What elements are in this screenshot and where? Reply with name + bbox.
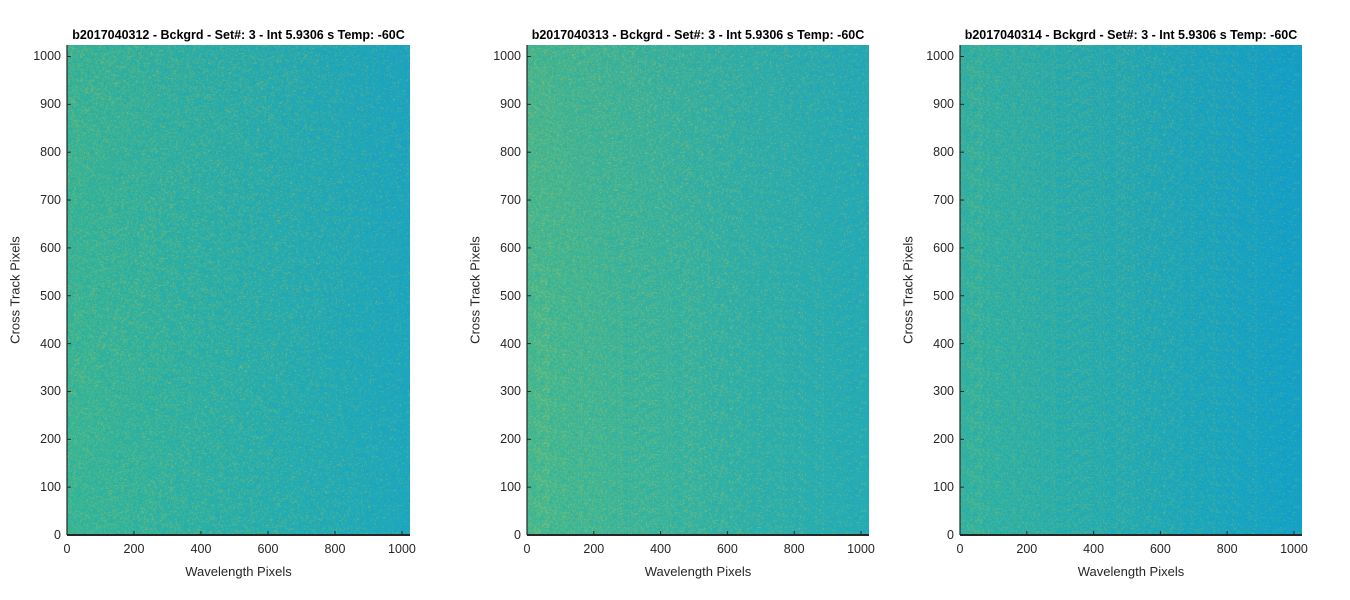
y-axis-label: Cross Track Pixels xyxy=(900,236,916,344)
y-tick-label: 100 xyxy=(933,480,954,495)
y-tick-label: 300 xyxy=(40,384,61,399)
y-tick-label: 1000 xyxy=(493,49,521,64)
y-tick-label: 1000 xyxy=(33,49,61,64)
x-tick-label: 600 xyxy=(1149,542,1171,556)
y-tick-label: 300 xyxy=(933,384,954,399)
y-axis-label: Cross Track Pixels xyxy=(467,236,483,344)
x-tick-label: 800 xyxy=(783,542,805,556)
chart-title: b2017040314 - Bckgrd - Set#: 3 - Int 5.9… xyxy=(964,28,1298,42)
y-tick-label: 200 xyxy=(40,432,61,447)
y-tick-label: 0 xyxy=(947,528,954,542)
chart-title: b2017040312 - Bckgrd - Set#: 3 - Int 5.9… xyxy=(72,28,405,42)
x-axis-label: Wavelength Pixels xyxy=(1077,564,1185,579)
y-tick-label: 500 xyxy=(500,288,521,303)
y-tick-label: 800 xyxy=(40,145,61,160)
y-tick-label: 400 xyxy=(40,336,61,351)
y-tick-label: 100 xyxy=(500,480,521,495)
y-tick-label: 700 xyxy=(500,193,521,208)
x-tick-label: 800 xyxy=(1216,542,1238,556)
y-tick-label: 500 xyxy=(40,288,61,303)
y-tick-label: 600 xyxy=(40,240,61,255)
x-tick-label: 200 xyxy=(123,542,145,556)
x-tick-label: 400 xyxy=(650,542,672,556)
y-tick-label: 900 xyxy=(500,97,521,112)
x-tick-label: 0 xyxy=(956,542,964,556)
x-axis-label: Wavelength Pixels xyxy=(644,564,752,579)
y-tick-label: 100 xyxy=(40,480,61,495)
x-tick-label: 200 xyxy=(583,542,605,556)
y-tick-label: 0 xyxy=(514,528,521,542)
y-tick-label: 400 xyxy=(500,336,521,351)
y-tick-label: 300 xyxy=(500,384,521,399)
y-tick-label: 600 xyxy=(933,240,954,255)
y-tick-label: 800 xyxy=(500,145,521,160)
y-tick-label: 700 xyxy=(40,193,61,208)
y-tick-label: 200 xyxy=(933,432,954,447)
axes xyxy=(959,45,1302,536)
x-tick-label: 600 xyxy=(257,542,279,556)
x-tick-label: 400 xyxy=(1083,542,1105,556)
x-tick-label: 200 xyxy=(1016,542,1038,556)
y-tick-label: 1000 xyxy=(926,49,954,64)
x-tick-label: 400 xyxy=(190,542,212,556)
heatmap-image xyxy=(960,45,1302,535)
axes xyxy=(66,45,410,536)
x-tick-label: 1000 xyxy=(847,542,875,556)
y-tick-label: 800 xyxy=(933,145,954,160)
heatmap-image xyxy=(67,45,410,535)
heatmap-image xyxy=(527,45,869,535)
axes xyxy=(526,45,869,536)
y-tick-label: 500 xyxy=(933,288,954,303)
y-tick-label: 600 xyxy=(500,240,521,255)
y-tick-label: 900 xyxy=(933,97,954,112)
y-tick-label: 900 xyxy=(40,97,61,112)
x-tick-label: 0 xyxy=(63,542,71,556)
y-tick-label: 700 xyxy=(933,193,954,208)
chart-title: b2017040313 - Bckgrd - Set#: 3 - Int 5.9… xyxy=(531,28,865,42)
y-tick-label: 400 xyxy=(933,336,954,351)
y-tick-label: 200 xyxy=(500,432,521,447)
x-axis-label: Wavelength Pixels xyxy=(185,564,292,579)
x-tick-label: 1000 xyxy=(388,542,416,556)
y-tick-label: 0 xyxy=(54,528,61,542)
x-tick-label: 600 xyxy=(716,542,738,556)
x-tick-label: 800 xyxy=(324,542,346,556)
x-tick-label: 0 xyxy=(523,542,531,556)
y-axis-label: Cross Track Pixels xyxy=(7,236,23,344)
x-tick-label: 1000 xyxy=(1280,542,1308,556)
